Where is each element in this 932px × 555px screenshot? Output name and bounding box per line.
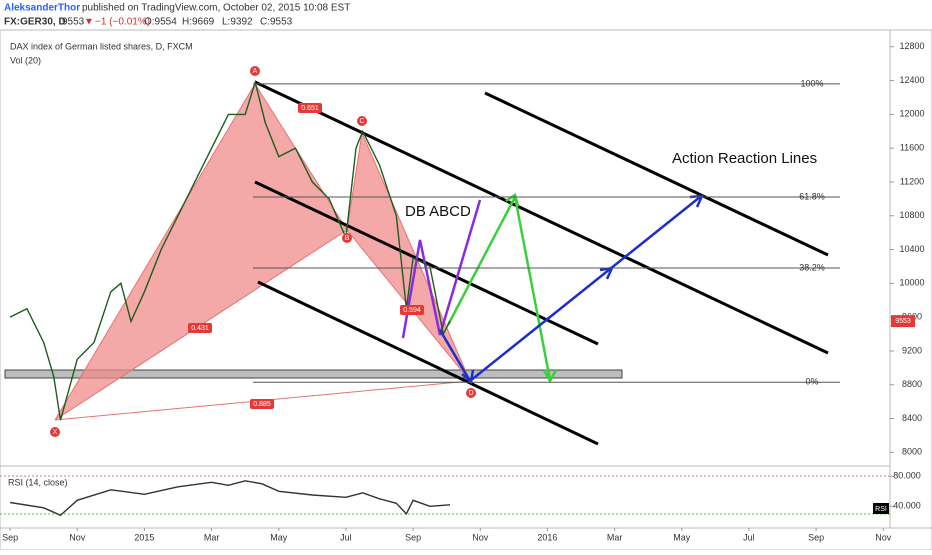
rsi-tag: RSI	[875, 506, 887, 513]
y-tick-label: 12400	[899, 75, 924, 85]
subtitle: Vol (20)	[10, 55, 41, 65]
chart-title: DAX index of German listed shares, D, FX…	[10, 41, 193, 51]
x-tick-label: Jul	[340, 532, 352, 542]
x-tick-label: Mar	[204, 532, 220, 542]
point-label: X	[53, 429, 58, 436]
down-arrow: ▼	[84, 17, 94, 28]
price-line	[9, 79, 451, 421]
x-tick-label: May	[673, 532, 691, 542]
rsi-title: RSI (14, close)	[8, 477, 68, 487]
y-tick-label: 12800	[899, 41, 924, 51]
open: O:9554	[144, 17, 177, 28]
author[interactable]: AleksanderThor	[4, 3, 80, 14]
y-tick-label: 11200	[900, 176, 924, 186]
x-tick-label: Sep	[405, 532, 421, 542]
point-label: D	[468, 390, 473, 397]
ratio-badge	[400, 305, 424, 315]
fib-label: 38.2%	[799, 262, 825, 272]
y-tick-label: 8400	[902, 413, 922, 423]
support-zone	[4, 369, 623, 379]
fib-label: 100%	[800, 78, 823, 88]
annotation: Action Reaction Lines	[672, 150, 817, 167]
y-tick-label: 11600	[900, 143, 924, 153]
point-label: C	[359, 118, 364, 125]
y-tick-label: 8800	[902, 379, 922, 389]
ratio-badge	[250, 399, 274, 409]
published: published on TradingView.com, October 02…	[82, 3, 350, 14]
price: 9553	[62, 17, 85, 28]
last-price-badge	[891, 315, 915, 328]
y-tick-label: 10000	[899, 278, 924, 288]
point-badge	[357, 116, 367, 126]
fib-label: 0%	[805, 377, 818, 387]
last-price-label: 9553	[895, 318, 911, 325]
point-badge	[250, 66, 260, 76]
point-badge	[466, 388, 476, 398]
x-tick-label: 2016	[537, 532, 557, 542]
x-tick-label: Sep	[2, 532, 18, 542]
x-tick-label: Mar	[607, 532, 623, 542]
annotation: DB ABCD	[405, 203, 471, 220]
ratio-label: 0.594	[403, 307, 421, 314]
pattern-bcd	[346, 131, 471, 382]
point-label: A	[253, 68, 258, 75]
x-tick-label: 2015	[134, 532, 154, 542]
ratio-badge	[188, 323, 212, 333]
symbol: FX:GER30, D	[4, 17, 66, 28]
y-tick-label: 80.000	[893, 471, 921, 481]
x-tick-label: Nov	[875, 532, 892, 542]
point-label: B	[345, 235, 350, 242]
y-tick-label: 40.000	[893, 501, 921, 511]
y-tick-label: 12000	[899, 109, 924, 119]
ratio-label: 0.651	[301, 105, 319, 112]
y-tick-label: 9200	[902, 345, 922, 355]
rsi-badge	[873, 503, 889, 514]
ratio-badge	[298, 103, 322, 113]
ratio-label: 0.885	[253, 401, 271, 408]
fib-label: 61.8%	[799, 191, 825, 201]
close: C:9553	[260, 17, 293, 28]
point-badge	[342, 233, 352, 243]
price-line	[9, 480, 451, 517]
y-tick-label: 8000	[902, 447, 922, 457]
high: H:9669	[182, 17, 215, 28]
x-tick-label: Nov	[69, 532, 86, 542]
ratio-label: 0.431	[191, 325, 209, 332]
y-tick-label: 10800	[899, 210, 924, 220]
point-badge	[50, 427, 60, 437]
x-tick-label: Sep	[808, 532, 824, 542]
reaction-lines	[254, 80, 829, 446]
low: L:9392	[222, 17, 253, 28]
change: −1 (−0.01%)	[95, 17, 150, 28]
x-tick-label: May	[270, 532, 288, 542]
x-tick-label: Jul	[743, 532, 755, 542]
y-tick-label: 10400	[899, 244, 924, 254]
x-tick-label: Nov	[472, 532, 489, 542]
